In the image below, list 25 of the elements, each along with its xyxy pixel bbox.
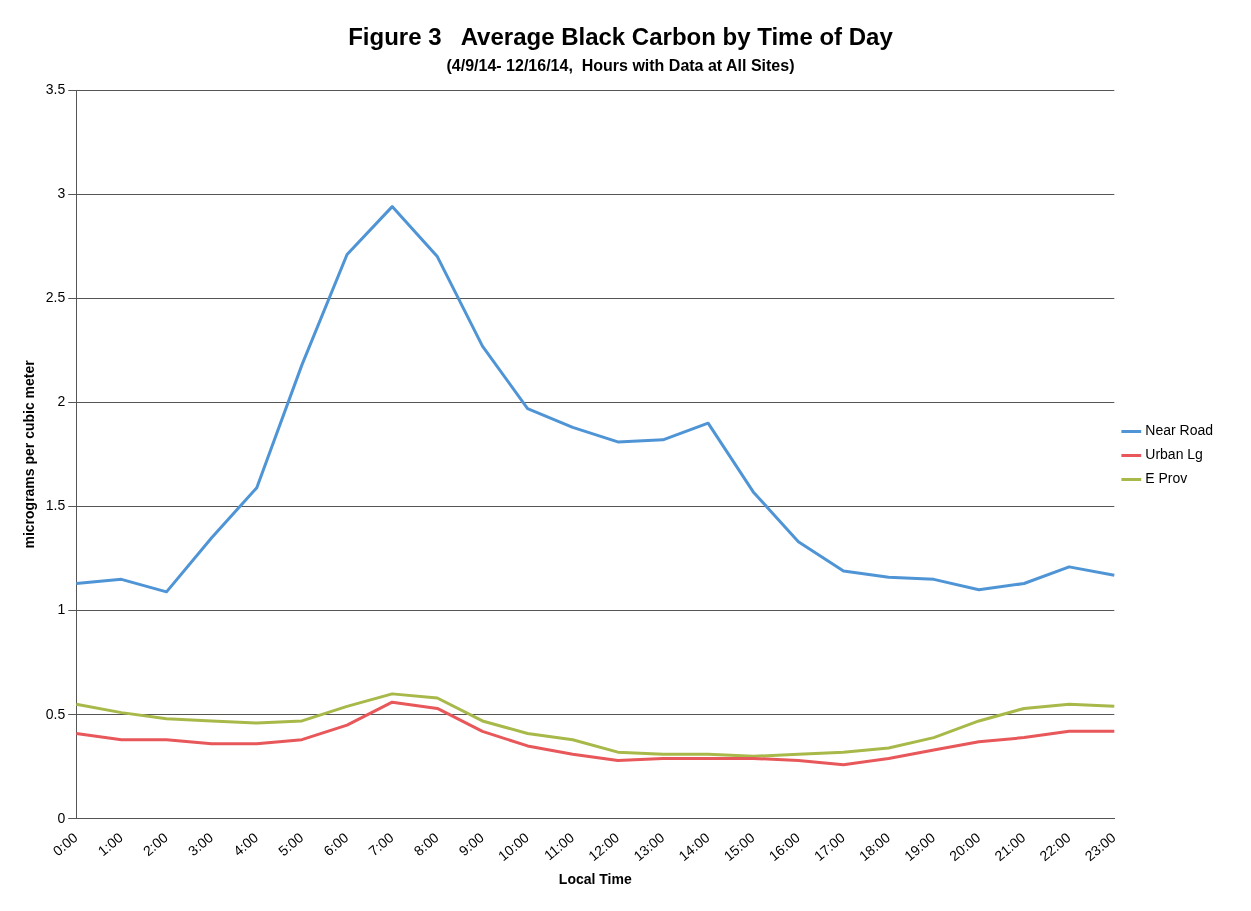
x-tick-label: 1:00 [94, 829, 126, 859]
chart-subtitle: (4/9/14- 12/16/14, Hours with Data at All Sites) [446, 56, 795, 74]
legend-label: Near Road [1145, 422, 1213, 439]
x-tick-label: 7:00 [365, 829, 397, 859]
y-tick-label: 3 [57, 184, 66, 201]
legend-label: E Prov [1145, 470, 1188, 487]
y-tick-label: 2 [57, 393, 66, 410]
x-tick-label: 0:00 [49, 829, 81, 859]
y-tick-label: 1 [57, 601, 66, 618]
x-tick-label: 2:00 [139, 829, 172, 859]
y-tick-label: 3.5 [45, 80, 66, 97]
x-axis-title: Local Time [558, 871, 632, 888]
x-tick-label: 8:00 [410, 829, 442, 859]
x-tick-label: 4:00 [230, 829, 262, 859]
x-tick-label: 5:00 [275, 829, 307, 859]
y-axis-title: micrograms per cubic meter [21, 359, 38, 549]
y-tick-label: 2.5 [45, 289, 66, 306]
x-tick-label: 9:00 [455, 829, 488, 859]
y-tick-label: 1.5 [45, 497, 66, 514]
chart-title: Figure 3 Average Black Carbon by Time of Day [348, 23, 894, 51]
legend-label: Urban Lg [1145, 446, 1203, 463]
x-tick-label: 6:00 [320, 829, 352, 859]
y-tick-label: 0.5 [45, 705, 66, 722]
y-tick-label: 0 [57, 809, 66, 826]
x-tick-label: 3:00 [184, 829, 217, 859]
